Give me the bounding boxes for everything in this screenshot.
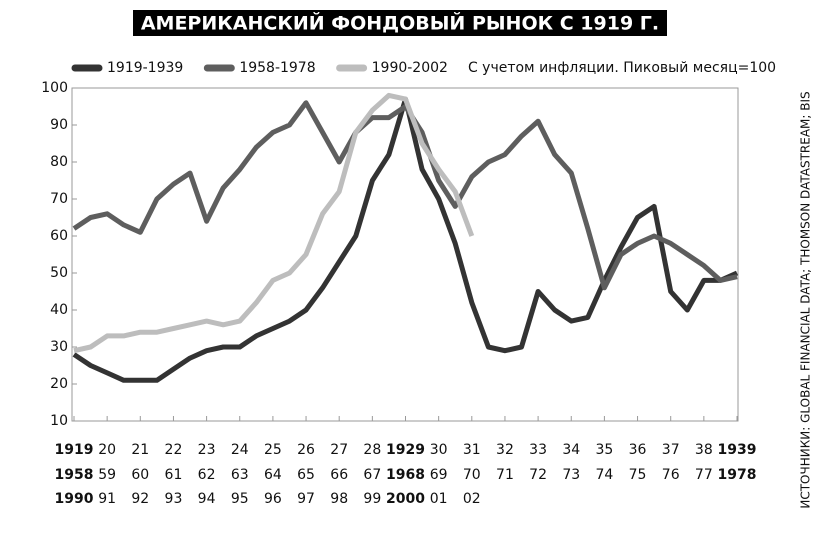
x-tick-label: 76 [662,467,680,483]
x-tick-label: 97 [297,491,315,507]
x-tick-label: 59 [98,467,116,483]
x-tick-label: 1978 [718,467,757,483]
x-tick-label: 33 [529,442,547,458]
x-tick-label: 02 [463,491,481,507]
x-tick-label: 65 [297,467,315,483]
x-tick-label: 28 [363,442,381,458]
source: ИСТОЧНИКИ: GLOBAL FINANCIAL DATA; THOMSO… [799,91,813,508]
x-tick-label: 91 [98,491,116,507]
legend-label: 1919-1939 [107,60,183,76]
x-tick-label: 64 [264,467,282,483]
x-tick-label: 34 [562,442,580,458]
x-tick-label: 75 [629,467,647,483]
x-tick-label: 38 [695,442,713,458]
x-tick-label: 35 [595,442,613,458]
x-tick-label: 22 [165,442,183,458]
y-tick-label: 100 [41,80,68,96]
title-bar [133,10,667,36]
x-tick-label: 71 [496,467,514,483]
x-tick-label: 74 [595,467,613,483]
x-tick-label: 21 [131,442,149,458]
series-line [73,92,475,354]
x-tick-label: 1929 [386,442,425,458]
x-tick-label: 24 [231,442,249,458]
series-line [72,96,739,383]
series-line [72,100,738,291]
y-tick-label: 40 [50,302,68,318]
x-tick-label: 25 [264,442,282,458]
x-tick-label: 1990 [55,491,94,507]
x-tick-label: 60 [131,467,149,483]
chart-title: АМЕРИКАНСКИЙ ФОНДОВЫЙ РЫНОК С 1919 Г. [141,12,659,35]
x-tick-label: 1919 [55,442,94,458]
x-tick-label: 26 [297,442,315,458]
x-tick-label: 37 [662,442,680,458]
y-tick-label: 10 [50,413,68,429]
x-tick-label: 2000 [386,491,425,507]
x-tick-label: 77 [695,467,713,483]
x-tick-label: 63 [231,467,249,483]
y-tick-label: 20 [50,376,68,392]
x-tick-label: 98 [330,491,348,507]
x-tick-label: 72 [529,467,547,483]
legend-label: 1990-2002 [372,60,448,76]
legend-label: 1958-1978 [239,60,315,76]
x-tick-label: 92 [131,491,149,507]
x-tick-label: 93 [165,491,183,507]
x-tick-label: 20 [98,442,116,458]
x-tick-label: 31 [463,442,481,458]
x-tick-label: 66 [330,467,348,483]
x-tick-label: 95 [231,491,249,507]
x-tick-label: 32 [496,442,514,458]
x-tick-label: 94 [198,491,216,507]
x-tick-label: 73 [562,467,580,483]
x-tick-label: 61 [165,467,183,483]
x-tick-label: 30 [430,442,448,458]
x-tick-label: 99 [363,491,381,507]
x-tick-label: 96 [264,491,282,507]
y-tick-label: 60 [50,228,68,244]
x-tick-label: 1958 [55,467,94,483]
y-tick-label: 70 [50,191,68,207]
x-tick-label: 23 [198,442,216,458]
x-tick-label: 27 [330,442,348,458]
y-tick-label: 50 [50,265,68,281]
y-tick-label: 80 [50,154,68,170]
x-tick-label: 36 [629,442,647,458]
y-tick-label: 90 [50,117,68,133]
x-tick-label: 62 [198,467,216,483]
x-tick-label: 69 [430,467,448,483]
note: С учетом инфляции. Пиковый месяц=100 [468,60,776,76]
x-tick-label: 01 [430,491,448,507]
x-tick-label: 1939 [718,442,757,458]
x-tick-label: 67 [363,467,381,483]
y-tick-label: 30 [50,339,68,355]
x-tick-label: 1968 [386,467,425,483]
x-tick-label: 70 [463,467,481,483]
